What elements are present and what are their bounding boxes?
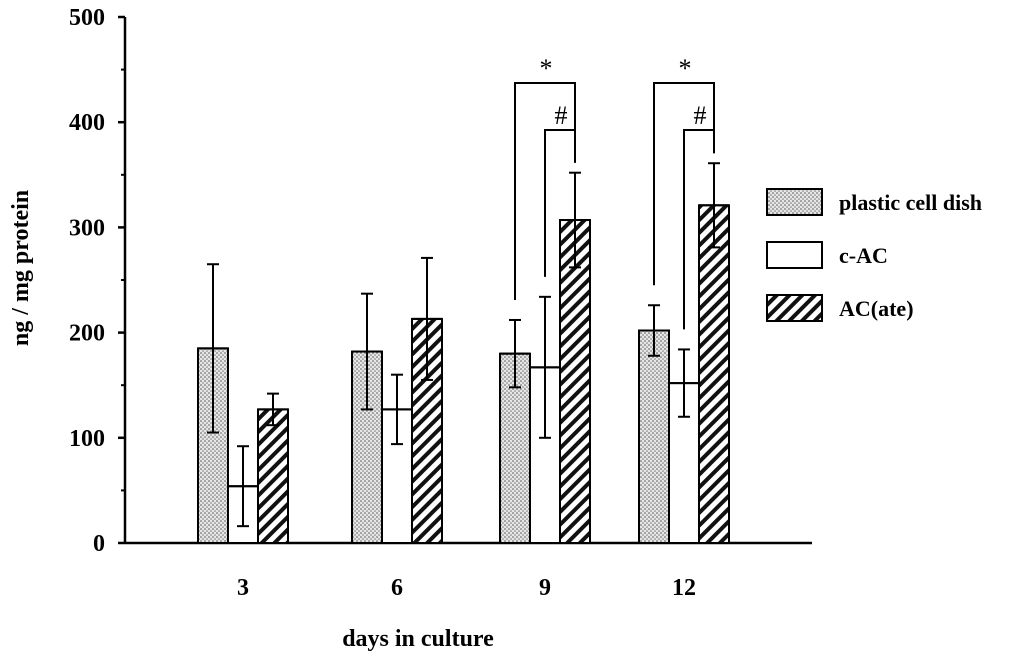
x-tick-label: 6	[391, 575, 403, 601]
significance-brackets: *#*#	[514, 54, 715, 330]
y-tick-label: 0	[93, 531, 105, 557]
legend-label: AC(ate)	[839, 296, 914, 321]
y-tick-label: 300	[69, 215, 105, 241]
legend: plastic cell dish c-AC AC(ate)	[766, 188, 982, 322]
significance-bracket	[514, 82, 576, 300]
legend-swatch-dotted	[766, 188, 823, 216]
x-tick-label: 12	[672, 575, 696, 601]
bar-dotted-day-9	[499, 352, 531, 545]
y-tick-label: 500	[69, 5, 105, 31]
y-axis-title: ng / mg protein	[8, 190, 34, 346]
error-bars	[198, 162, 729, 528]
legend-label: plastic cell dish	[839, 190, 982, 215]
bar-dotted-day-3	[197, 347, 229, 544]
significance-mark: #	[555, 101, 568, 130]
significance-bracket	[683, 129, 715, 330]
y-tick-label: 200	[69, 321, 105, 347]
y-tick-label: 400	[69, 110, 105, 136]
x-tick-label: 3	[237, 575, 249, 601]
legend-swatch-plain	[766, 241, 823, 269]
legend-swatch-hatched	[766, 294, 823, 322]
y-ticks: 0 100 200 300 400 500	[69, 5, 125, 557]
bar-hatched-day-3	[257, 408, 289, 544]
significance-bracket	[653, 82, 715, 286]
bar-dotted-day-12	[638, 329, 670, 544]
y-tick-label: 100	[69, 426, 105, 452]
category-labels: 3 6 9 12	[237, 575, 696, 601]
legend-label: c-AC	[839, 243, 888, 268]
significance-bracket	[544, 129, 576, 277]
significance-mark: *	[679, 54, 692, 83]
significance-mark: *	[540, 54, 553, 83]
bar-hatched-day-9	[559, 219, 591, 544]
x-axis-title: days in culture	[342, 626, 494, 652]
x-tick-label: 9	[539, 575, 551, 601]
significance-mark: #	[694, 101, 707, 130]
bars	[197, 204, 730, 545]
bar-hatched-day-12	[698, 204, 730, 544]
